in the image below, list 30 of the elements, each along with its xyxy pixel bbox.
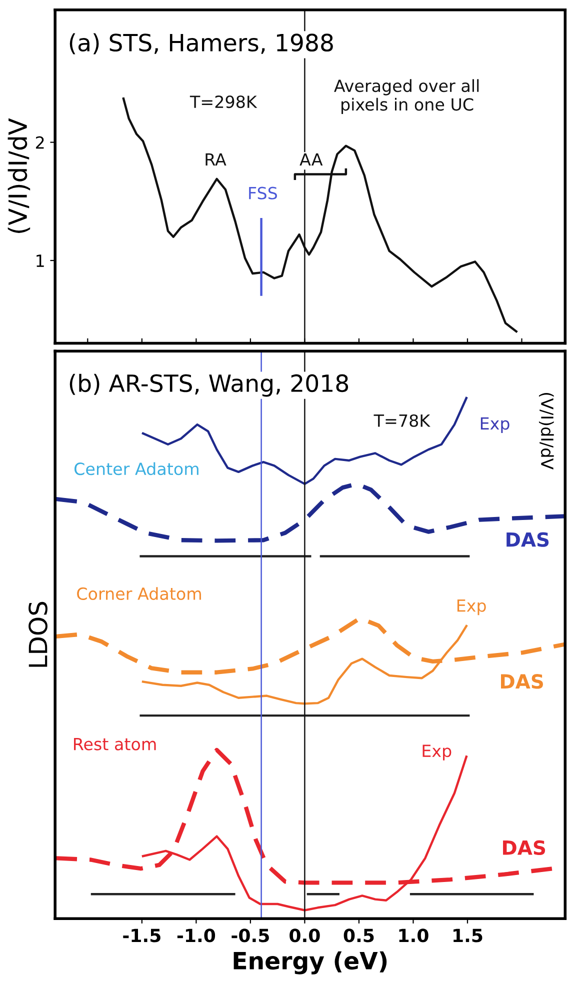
text: (a) STS, Hamers, 1988 bbox=[70, 33, 333, 54]
x-tick-label: 0.5 bbox=[344, 928, 374, 942]
y2-axis-title: (V/I)dI/dV bbox=[538, 393, 554, 470]
x-tick-label: -1.5 bbox=[123, 928, 160, 942]
annotation: DAS bbox=[503, 840, 546, 856]
annotation: FSS bbox=[249, 186, 277, 200]
annotation: DAS bbox=[500, 674, 543, 689]
x-axis-title: Energy (eV) bbox=[234, 951, 387, 974]
annotation: Rest atom bbox=[74, 738, 156, 750]
y-tick-label: 1 bbox=[36, 254, 44, 267]
annotation: Exp bbox=[480, 417, 510, 433]
y-axis-title: (V/I)dI/dV bbox=[8, 118, 30, 233]
chart-title: (b) AR-STS, Wang, 2018 bbox=[70, 374, 348, 397]
y-axis-title: LDOS bbox=[28, 602, 48, 667]
annotation: Exp bbox=[457, 600, 486, 616]
y-tick-label: 2 bbox=[36, 136, 44, 149]
annotation: Exp bbox=[422, 744, 452, 760]
x-tick-label: -1.0 bbox=[177, 928, 216, 942]
x-tick-label: 1.5 bbox=[454, 928, 482, 942]
x-tick-label: -0.5 bbox=[232, 928, 269, 942]
annotation: T=78K bbox=[374, 414, 430, 427]
annotation: Corner Adatom bbox=[77, 587, 201, 600]
annotation: T=298K bbox=[190, 95, 258, 108]
annotation: Averaged over all pixels in one UC bbox=[334, 79, 479, 114]
annotation: RA bbox=[206, 153, 226, 166]
annotation: DAS bbox=[506, 532, 549, 547]
annotation: Center Adatom bbox=[74, 462, 198, 476]
x-tick-label: 1.0 bbox=[399, 928, 428, 942]
x-tick-label: 0.0 bbox=[290, 928, 320, 942]
annotation: AA bbox=[300, 153, 323, 166]
